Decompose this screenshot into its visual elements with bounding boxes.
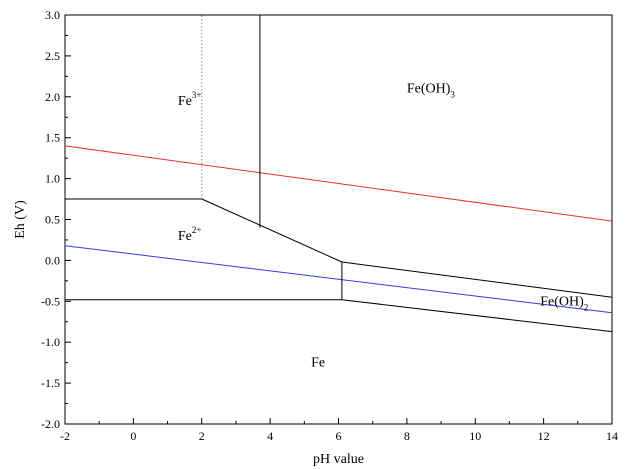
y-tick-label: -1.5 [41, 376, 60, 390]
region-labels: Fe3+ Fe(OH)3 Fe2+ Fe(OH)2 Fe [178, 82, 588, 371]
feoh3-feoh2-boundary [341, 261, 613, 298]
x-tick-label: 14 [606, 429, 618, 443]
y-axis-title: Eh (V) [13, 200, 28, 239]
plot-frame [64, 14, 613, 425]
x-tick-label: 12 [538, 429, 550, 443]
feoh3-fe2-boundary [201, 198, 343, 263]
o2-water-line [64, 145, 613, 222]
y-tick-label: 2.0 [45, 90, 60, 104]
y-tick-label: 2.5 [45, 49, 60, 63]
region-label-fe2: Fe2+ [178, 225, 202, 244]
boundary-lines [64, 15, 613, 333]
tick-marks [64, 14, 613, 425]
x-tick-label: -2 [60, 429, 70, 443]
region-label-feoh3: Fe(OH)3 [407, 82, 456, 100]
x-axis-title: pH value [313, 452, 364, 467]
h2-water-line [64, 245, 613, 314]
x-tick-labels: -2 0 2 4 6 8 10 12 14 [60, 429, 618, 443]
y-tick-label: -1.0 [41, 335, 60, 349]
region-label-feoh2: Fe(OH)2 [540, 294, 588, 312]
y-tick-label: 1.5 [45, 131, 60, 145]
x-tick-label: 10 [469, 429, 481, 443]
y-tick-label: -2.0 [41, 417, 60, 431]
region-label-fe3: Fe3+ [178, 90, 202, 109]
y-tick-label: 3.0 [45, 8, 60, 22]
feoh2-fe-boundary [341, 299, 613, 333]
x-tick-label: 0 [130, 429, 136, 443]
y-tick-label: 0.0 [45, 253, 60, 267]
x-tick-label: 4 [267, 429, 273, 443]
region-label-fe: Fe [311, 356, 325, 371]
y-tick-label: 0.5 [45, 213, 60, 227]
y-tick-labels: -2.0 -1.5 -1.0 -0.5 0.0 0.5 1.0 1.5 2.0 2.5 3.0 [41, 8, 60, 431]
y-tick-label: 1.0 [45, 172, 60, 186]
x-tick-label: 8 [404, 429, 410, 443]
x-tick-label: 6 [336, 429, 342, 443]
y-tick-label: -0.5 [41, 294, 60, 308]
x-tick-label: 2 [199, 429, 205, 443]
